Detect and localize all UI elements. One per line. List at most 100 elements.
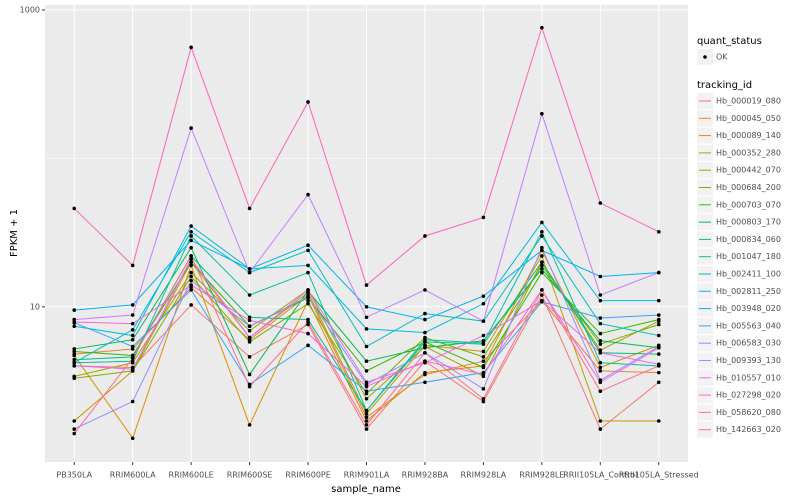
data-point [540,254,544,258]
data-point [540,234,544,238]
data-point [364,359,369,363]
data-point [656,298,661,303]
data-point [189,254,193,258]
x-tick-label: RRIM928LA [461,471,507,480]
data-point [306,322,310,327]
x-axis-title: sample_name [331,484,401,495]
data-point [247,293,252,297]
data-point [364,412,369,416]
data-point [423,350,427,355]
data-point [540,293,544,297]
data-point [364,408,369,413]
data-point [247,270,252,275]
legend-label: Hb_001047_180 [716,252,781,261]
data-point [540,263,544,268]
data-point [189,245,193,250]
legend-point [703,55,707,59]
data-point [189,260,193,264]
data-point [130,356,135,361]
data-point [423,370,427,375]
data-point [656,380,661,385]
data-point [130,327,135,332]
data-point [364,384,369,389]
data-point [481,355,486,359]
data-point [72,206,77,211]
data-point [130,313,135,317]
data-point [423,337,427,342]
legend-label: Hb_006583_030 [716,339,781,348]
legend-label: Hb_058620_080 [716,408,781,417]
data-point [130,399,135,404]
data-point [306,100,310,104]
data-point [306,270,310,275]
x-tick-label: RRIM901LA [344,471,390,480]
data-point [598,339,603,343]
data-point [189,278,193,283]
x-tick-label: RRIM600PE [285,471,331,480]
legend-label: Hb_027298_020 [716,391,781,400]
data-point [598,342,603,346]
data-point [423,234,427,238]
data-point [189,274,193,279]
data-point [423,288,427,292]
legend-title: tracking_id [697,80,752,91]
data-point [72,364,77,368]
y-tick-label: 10 [30,302,40,311]
data-point [364,415,369,420]
data-point [656,345,661,350]
data-point [72,324,77,329]
legend-label: Hb_000019_080 [716,97,781,106]
data-point [130,436,135,441]
data-point [598,369,603,373]
data-point [656,352,661,356]
data-point [364,369,369,373]
data-point [72,357,77,362]
data-point [540,220,544,225]
data-point [306,248,310,253]
data-point [130,337,135,342]
data-point [540,260,544,264]
x-tick-label: RRIM928LE [519,471,564,480]
data-point [306,294,310,299]
data-point [481,349,486,354]
legend-label: Hb_000442_070 [716,166,781,175]
data-point [540,111,544,116]
data-point [656,333,661,338]
data-point [598,419,603,423]
data-point [130,359,135,363]
data-point [130,333,135,338]
point-legend-title: quant_status [697,36,762,47]
x-tick-label: RRII105LA_Control [563,471,637,480]
data-point [247,423,252,427]
data-point [130,367,135,371]
data-point [306,298,310,303]
legend-label: Hb_009393_130 [716,356,781,365]
data-point [306,243,310,248]
data-point [364,315,369,320]
legend-label: Hb_000089_140 [716,131,781,140]
data-point [598,321,603,326]
data-point [364,389,369,393]
data-point [540,270,544,275]
legend-label: Hb_000352_280 [716,148,781,157]
data-point [481,301,486,306]
data-point [598,298,603,303]
data-point [72,349,77,354]
data-point [364,327,369,331]
data-point [72,419,77,423]
x-tick-label: RRIM600SE [227,471,273,480]
data-point [656,270,661,275]
data-point [189,45,193,50]
data-point [130,303,135,307]
data-point [656,370,661,375]
data-point [364,304,369,309]
data-point [598,201,603,205]
data-point [72,431,77,436]
data-point [247,328,252,333]
data-point [656,322,661,327]
data-point [656,313,661,317]
data-point [247,318,252,323]
data-point [247,335,252,340]
data-point [423,330,427,335]
data-point [540,25,544,30]
